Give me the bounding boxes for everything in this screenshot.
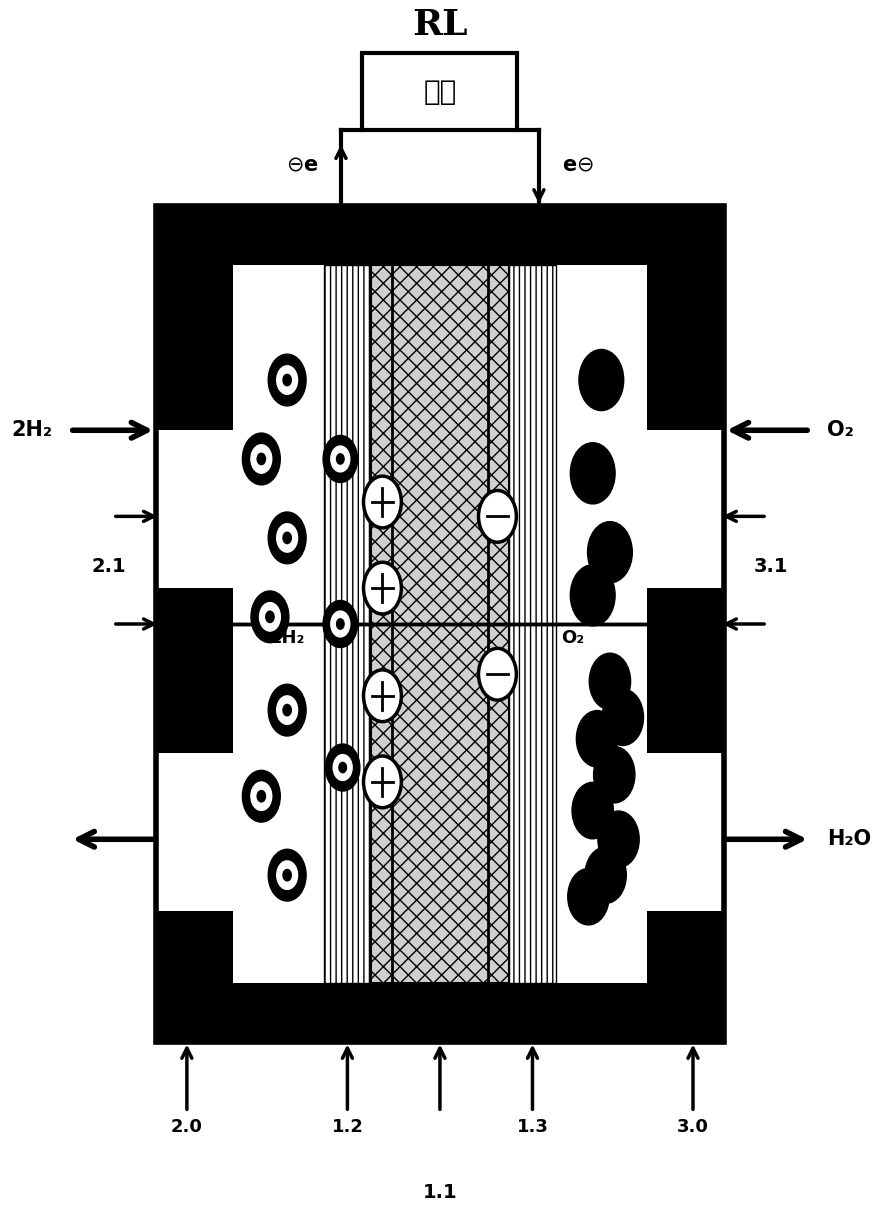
Text: e$\ominus$: e$\ominus$ [562,156,593,175]
Circle shape [266,611,274,623]
Circle shape [570,565,615,626]
Circle shape [364,562,402,614]
Text: 2.0: 2.0 [171,1118,203,1136]
Circle shape [268,512,306,564]
Bar [156,206,724,1042]
Bar [324,266,371,982]
Circle shape [283,374,291,386]
Circle shape [251,591,289,642]
Circle shape [276,861,298,890]
Circle shape [268,354,306,406]
Text: 1.1: 1.1 [423,1183,457,1202]
Text: O₂: O₂ [827,420,854,441]
Circle shape [326,744,360,791]
Circle shape [333,754,352,781]
Circle shape [336,619,344,629]
Circle shape [364,670,402,722]
Circle shape [243,433,280,485]
Circle shape [572,782,614,839]
Circle shape [587,521,632,583]
Bar [233,266,324,982]
Circle shape [479,490,517,542]
Circle shape [602,689,644,746]
Circle shape [283,705,291,716]
Circle shape [570,443,615,503]
Circle shape [243,770,280,822]
Text: 负载: 负载 [423,77,457,106]
Circle shape [276,696,298,724]
Circle shape [323,436,358,483]
Circle shape [260,602,281,631]
Circle shape [598,811,639,868]
Circle shape [577,711,618,766]
Text: O₂: O₂ [561,629,584,647]
Text: 2H₂: 2H₂ [11,420,53,441]
Bar [371,266,509,982]
Bar [509,266,556,982]
Bar [156,206,724,1042]
Circle shape [331,447,350,472]
Circle shape [276,524,298,552]
Circle shape [364,756,402,807]
Circle shape [251,444,272,473]
Text: 2H₂: 2H₂ [269,629,305,647]
Bar [646,753,724,911]
Circle shape [479,648,517,700]
Circle shape [257,791,266,801]
Text: 1.3: 1.3 [517,1118,548,1136]
Bar [556,266,646,982]
Text: $\ominus$e: $\ominus$e [286,156,319,175]
Text: H₂O: H₂O [827,829,872,850]
Circle shape [283,869,291,881]
Circle shape [568,869,609,925]
Text: 3.0: 3.0 [677,1118,709,1136]
Circle shape [283,532,291,543]
Circle shape [364,476,402,527]
Text: 3.1: 3.1 [754,558,789,576]
Circle shape [585,847,626,903]
Bar [156,430,233,588]
Circle shape [589,653,630,710]
Circle shape [251,782,272,810]
Circle shape [276,366,298,395]
Text: RL: RL [412,7,468,42]
Bar [156,753,233,911]
Circle shape [339,763,346,772]
Circle shape [323,600,358,647]
Circle shape [257,454,266,465]
Circle shape [268,850,306,900]
Circle shape [268,684,306,736]
Bar [646,430,724,588]
Text: 2.1: 2.1 [91,558,126,576]
Circle shape [593,746,635,803]
Bar [362,53,517,130]
Circle shape [331,611,350,637]
Circle shape [579,350,623,410]
Text: 1.2: 1.2 [331,1118,363,1136]
Circle shape [336,454,344,465]
